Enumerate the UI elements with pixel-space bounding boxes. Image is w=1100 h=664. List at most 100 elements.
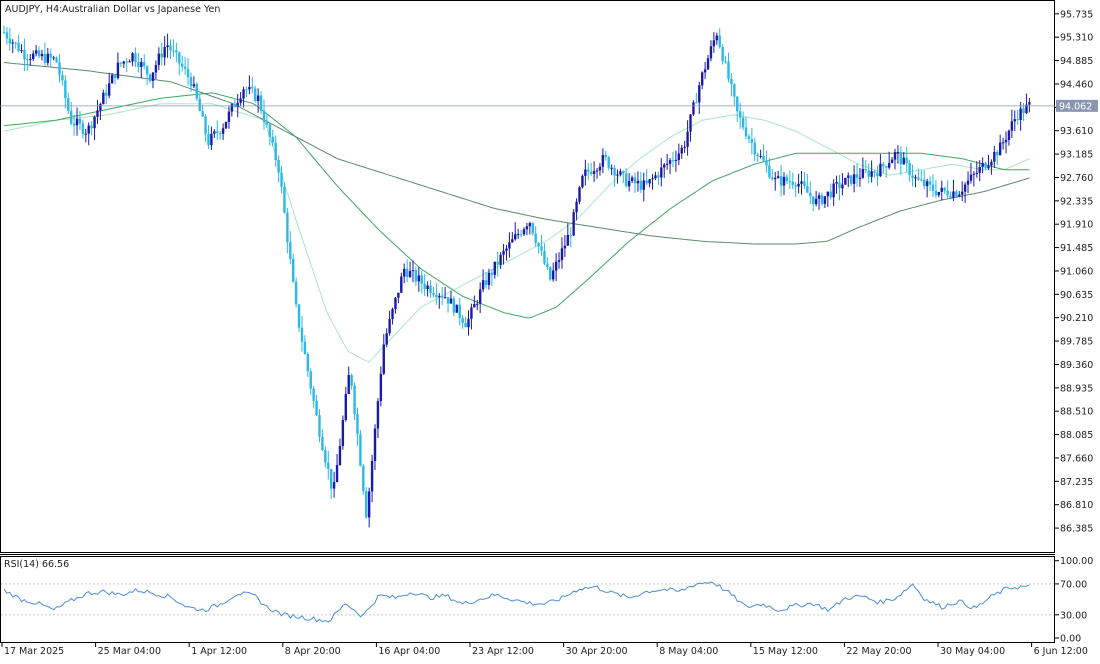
candle-body: [855, 174, 859, 178]
candle-body: [306, 354, 310, 372]
candle-body: [587, 169, 590, 172]
candle-body: [484, 280, 488, 285]
candle-body: [531, 223, 534, 234]
price-tick-label: 91.485: [1060, 243, 1093, 254]
candle-body: [698, 85, 701, 103]
candle-body: [493, 261, 496, 275]
candle-body: [665, 163, 669, 165]
candle-body: [914, 177, 917, 179]
price-tick-label: 86.385: [1060, 524, 1093, 535]
candle-body: [782, 176, 786, 186]
candle-body: [613, 167, 616, 176]
candle-body: [692, 102, 695, 115]
candle-body: [885, 166, 888, 168]
candle-body: [984, 163, 987, 169]
candle-body: [663, 164, 666, 168]
candle-body: [271, 136, 274, 143]
time-axis: 17 Mar 2025 25 Mar 04:00 1 Apr 12:00 8 Apr …: [1, 643, 1088, 657]
candle-body: [557, 260, 561, 262]
time-tick-label: 23 Apr 12:00: [472, 646, 534, 657]
candle-body: [861, 169, 865, 178]
candle-body: [487, 272, 491, 285]
moving-averages: [3, 62, 1030, 363]
candle-body: [467, 318, 470, 328]
candle-body: [806, 185, 809, 193]
candle-body: [730, 78, 733, 85]
candle-body: [771, 177, 774, 180]
candle-body: [277, 160, 280, 173]
candle-body: [37, 50, 41, 57]
candle-body: [423, 283, 426, 289]
candle-body: [8, 38, 12, 44]
candle-body: [11, 42, 14, 44]
candle-body: [67, 98, 70, 111]
candle-body: [417, 275, 421, 282]
candle-body: [292, 258, 295, 282]
candle-body: [195, 84, 199, 99]
candle-body: [502, 250, 505, 255]
candle-body: [64, 80, 67, 99]
price-tick-label: 94.885: [1060, 56, 1093, 67]
candle-body: [949, 195, 952, 198]
candle-body: [809, 192, 812, 197]
candle-body: [683, 146, 686, 148]
candle-body: [163, 47, 166, 58]
candle-body: [248, 86, 251, 90]
candle-body: [201, 111, 204, 117]
candle-body: [318, 415, 321, 437]
candle-body: [516, 234, 520, 236]
price-axis: 95.73595.31094.88594.46094.03593.61093.1…: [1055, 9, 1093, 535]
candle-body: [660, 167, 663, 178]
candle-body: [776, 176, 780, 178]
candle-body: [125, 61, 128, 63]
candle-body: [359, 434, 362, 466]
candle-body: [803, 181, 806, 186]
candle-body: [34, 50, 38, 54]
rsi-axis: 100.00 70.00 30.00 0.00: [1055, 556, 1093, 645]
ma-fast-line: [3, 103, 1030, 363]
candle-body: [718, 35, 721, 47]
candle-body: [29, 58, 32, 60]
candle-body: [966, 180, 970, 185]
candle-body: [154, 65, 158, 73]
candle-body: [911, 175, 914, 178]
candle-body: [81, 123, 85, 135]
candle-body: [721, 46, 724, 62]
candle-body: [405, 268, 409, 277]
candle-body: [876, 172, 879, 177]
candle-body: [960, 191, 964, 195]
candle-body: [639, 180, 643, 190]
candle-body: [958, 194, 961, 197]
candle-body: [946, 190, 949, 196]
candle-body: [560, 248, 564, 261]
rsi-line: [3, 581, 1030, 623]
candle-body: [69, 110, 73, 124]
candle-body: [812, 196, 815, 205]
candle-body: [625, 173, 628, 187]
candle-body: [508, 242, 511, 249]
candle-body: [700, 72, 704, 86]
candle-body: [344, 393, 347, 420]
candle-body: [873, 171, 876, 173]
candle-body: [218, 133, 222, 135]
candle-body: [952, 191, 955, 198]
candle-body: [178, 52, 181, 64]
candle-body: [58, 62, 61, 75]
candle-body: [925, 181, 929, 187]
candle-body: [335, 465, 339, 483]
candle-body: [686, 131, 689, 147]
candle-body: [1013, 119, 1016, 122]
candle-body: [452, 298, 456, 313]
candle-body: [978, 166, 981, 173]
candle-body: [347, 375, 350, 394]
candle-body: [411, 270, 415, 272]
candle-body: [353, 385, 356, 415]
candle-body: [391, 308, 394, 320]
candle-body: [207, 133, 210, 146]
price-tick-label: 93.610: [1060, 126, 1093, 137]
candle-body: [309, 371, 312, 389]
candle-body: [382, 344, 385, 374]
candle-body: [26, 59, 29, 61]
